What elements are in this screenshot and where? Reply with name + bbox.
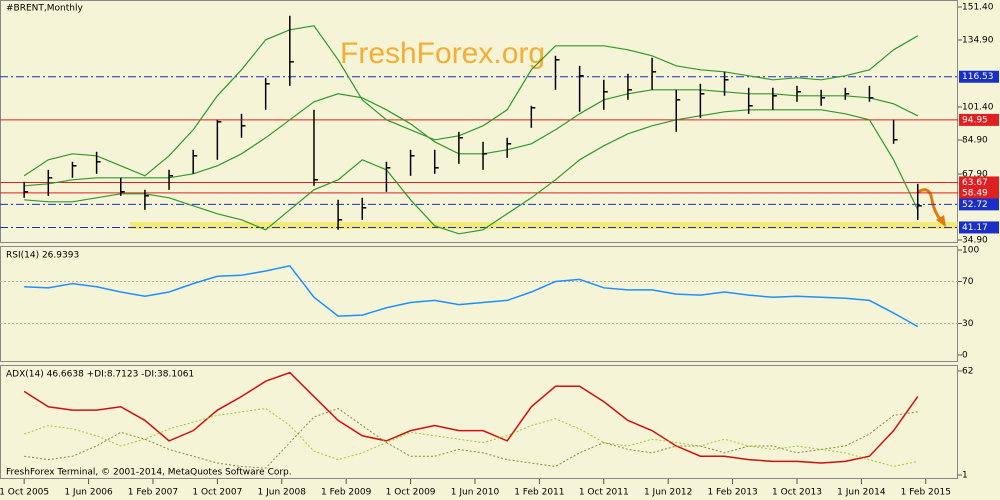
indicator-line xyxy=(24,264,919,328)
y-tick-label: 84.90 xyxy=(962,136,988,146)
panel-title: ADX(14) 46.6638 +DI:8.7123 -DI:38.1061 xyxy=(6,370,194,380)
price-label-box xyxy=(959,198,999,211)
x-tick-label: 1 Feb 2007 xyxy=(128,488,178,498)
y-tick-label: 101.40 xyxy=(962,103,994,113)
x-tick-label: 1 Jun 2014 xyxy=(837,488,886,498)
x-tick-label: 1 Oct 2007 xyxy=(192,488,242,498)
price-label-box xyxy=(959,221,999,234)
y-tick-label: 0 xyxy=(962,350,968,360)
forecast-arrow xyxy=(917,188,944,223)
x-tick-label: 1 Feb 2015 xyxy=(901,488,951,498)
price-label: 116.53 xyxy=(962,72,994,82)
indicator-line xyxy=(24,407,918,469)
price-label: 52.72 xyxy=(962,200,988,210)
price-label: 41.17 xyxy=(962,223,988,233)
y-tick-label: 34.90 xyxy=(962,236,988,246)
x-tick-label: 1 Jun 2006 xyxy=(64,488,113,498)
price-label-box xyxy=(959,70,999,83)
indicator-line xyxy=(23,371,919,464)
x-tick-label: 1 Oct 2009 xyxy=(386,488,436,498)
y-tick-label: 67.90 xyxy=(962,170,988,180)
y-tick-label: 100 xyxy=(962,246,979,256)
y-tick-label: 70 xyxy=(962,277,974,287)
x-tick-label: 1 Feb 2013 xyxy=(707,488,757,498)
main-panel xyxy=(0,0,958,243)
x-tick-label: 1 Oct 2011 xyxy=(579,488,629,498)
panel-title: #BRENT,Monthly xyxy=(6,4,83,14)
y-tick-label: 151.40 xyxy=(962,3,994,13)
adx-panel xyxy=(0,365,958,479)
indicator-line xyxy=(23,407,918,467)
price-label: 94.95 xyxy=(962,115,988,125)
price-label: 58.49 xyxy=(962,188,988,198)
bollinger-band xyxy=(24,89,919,187)
y-tick-label: 30 xyxy=(962,319,974,329)
rsi-panel xyxy=(0,246,958,362)
x-tick-label: 1 Feb 2009 xyxy=(321,488,372,498)
x-tick-label: 1 Oct 2005 xyxy=(0,488,49,498)
x-tick-label: 1 Jun 2008 xyxy=(258,488,307,498)
price-label-box xyxy=(959,186,999,199)
x-tick-label: 1 Jun 2010 xyxy=(451,488,500,498)
x-tick-label: 1 Jun 2012 xyxy=(644,488,692,498)
forecast-arrowhead xyxy=(936,215,946,227)
price-label-box xyxy=(959,176,999,189)
bollinger-band xyxy=(24,109,919,235)
y-tick-label: 1 xyxy=(962,470,968,480)
panel-title: RSI(14) 26.9393 xyxy=(6,251,79,261)
price-label: 63.67 xyxy=(962,178,988,188)
bollinger-band xyxy=(23,25,919,177)
copyright: FreshForex Terminal, © 2001-2014, MetaQu… xyxy=(6,468,292,478)
y-tick-label: 62 xyxy=(962,366,973,376)
price-label-box xyxy=(959,113,999,126)
y-tick-label: 134.90 xyxy=(962,36,994,46)
watermark: FreshForex.org xyxy=(340,37,545,70)
support-zone xyxy=(130,222,958,229)
x-tick-label: 1 Oct 2013 xyxy=(772,488,822,498)
x-tick-label: 1 Feb 2011 xyxy=(514,488,564,498)
